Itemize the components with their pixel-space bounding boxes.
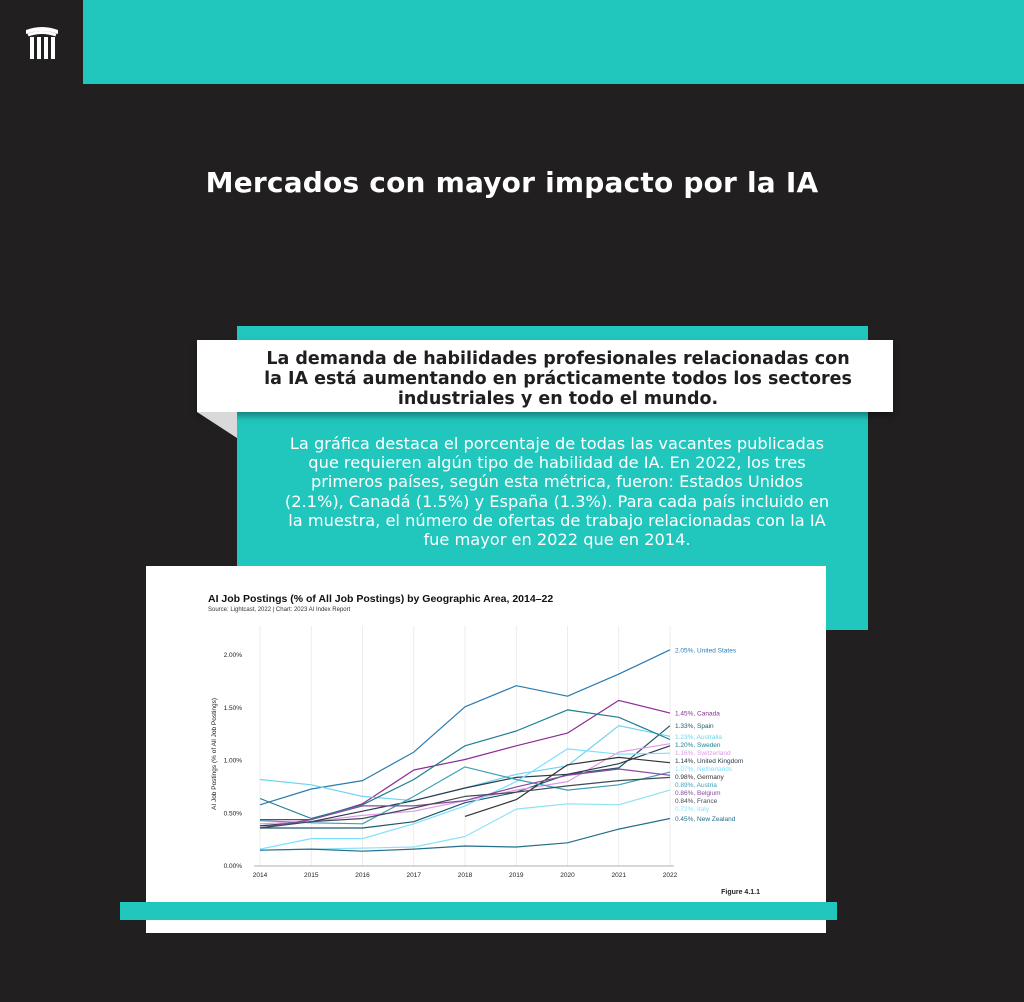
x-tick-label: 2017	[407, 872, 422, 879]
series-end-label: 0.72%, Italy	[675, 806, 710, 813]
x-tick-label: 2018	[458, 872, 473, 879]
series-end-label: 1.23%, Australia	[675, 734, 722, 741]
series-line-italy	[259, 789, 671, 851]
y-tick-label: 0.50%	[224, 810, 243, 817]
body-text: La gráfica destaca el porcentaje de toda…	[284, 434, 830, 550]
x-tick-label: 2014	[253, 872, 268, 879]
series-line-netherlands	[259, 748, 671, 850]
series-line-germany	[464, 756, 671, 817]
x-tick-label: 2020	[560, 872, 575, 879]
series-end-label: 2.05%, United States	[675, 647, 737, 654]
series-line-sweden	[259, 709, 671, 820]
y-tick-label: 1.50%	[224, 705, 243, 712]
bottom-accent-strip	[120, 902, 837, 920]
chart-subtitle: Source: Lightcast, 2022 | Chart: 2023 AI…	[208, 607, 351, 613]
banner-fold	[197, 412, 237, 438]
stylized-columns-logo-icon	[22, 22, 62, 62]
page-title: Mercados con mayor impacto por la IA	[205, 166, 819, 199]
line-chart: AI Job Postings (% of All Job Postings) …	[208, 593, 760, 896]
headline-text: La demanda de habilidades profesionales …	[264, 349, 852, 409]
series-end-label: 0.98%, Germany	[675, 774, 725, 781]
series-line-spain	[260, 725, 671, 829]
top-accent-bar	[83, 0, 1024, 84]
series-line-united-kingdom	[259, 745, 671, 827]
series-end-label: 0.86%, Belgium	[675, 790, 721, 797]
y-tick-label: 0.00%	[224, 863, 243, 870]
x-tick-label: 2022	[663, 872, 678, 879]
y-tick-label: 2.00%	[224, 652, 243, 659]
headline-banner	[197, 340, 893, 412]
figure-label: Figure 4.1.1	[721, 889, 760, 896]
plot-area: 2014 2015 2016 2017 2018 2019 2020 2021 2022 0.00…	[224, 626, 743, 879]
y-tick-label: 1.00%	[224, 758, 243, 765]
x-tick-label: 2019	[509, 872, 524, 879]
series-line-belgium	[259, 768, 671, 829]
chart-card: AI Job Postings (% of All Job Postings) …	[146, 566, 826, 933]
series-line-france	[259, 776, 671, 829]
series-end-label: 0.84%, France	[675, 798, 718, 805]
x-tick-label: 2021	[612, 872, 627, 879]
series-end-label: 0.89%, Austria	[675, 782, 717, 789]
x-tick-label: 2015	[304, 872, 319, 879]
series-end-label: 1.20%, Sweden	[675, 742, 721, 749]
series-line-austria	[259, 766, 671, 825]
series-end-label: 1.45%, Canada	[675, 711, 720, 718]
series-end-label: 1.16%, Switzerland	[675, 750, 731, 757]
series-line-new-zealand	[259, 817, 671, 852]
series-end-label: 1.33%, Spain	[675, 723, 714, 730]
series-end-label: 1.14%, United Kingdom	[675, 758, 743, 765]
y-axis-label: AI Job Postings (% of All Job Postings)	[211, 698, 218, 810]
chart-title: AI Job Postings (% of All Job Postings) …	[208, 593, 553, 605]
series-end-label: 0.45%, New Zealand	[675, 816, 736, 823]
series-end-label: 1.07%, Netherlands	[675, 766, 733, 773]
series-line-united-states	[259, 649, 671, 806]
x-tick-label: 2016	[355, 872, 370, 879]
